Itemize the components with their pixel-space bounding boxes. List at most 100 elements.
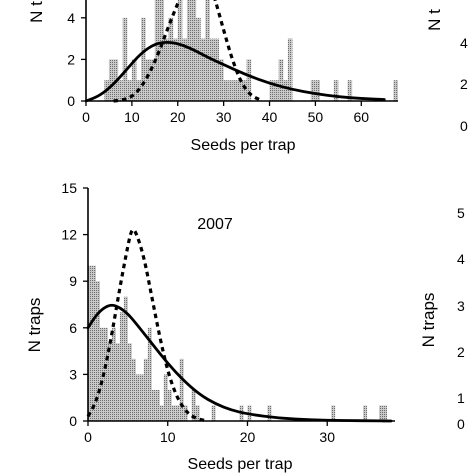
panel-bottom-left: 0 10 20 30 0 3 6 9 12 15 2007 N traps Seeds per t… — [25, 180, 395, 473]
p2-ticks: 0 10 20 30 0 3 6 9 12 15 — [61, 180, 335, 445]
histogram-bar — [163, 374, 168, 421]
histogram-bar — [196, 17, 201, 101]
histogram-bar — [200, 38, 206, 101]
histogram-bar — [393, 80, 398, 101]
panel-top-left: 0 10 20 30 40 50 60 0 2 4 N t Seeds per trap — [27, 0, 398, 154]
p1-ylabel: N t — [27, 1, 46, 23]
histogram-bar — [287, 38, 293, 101]
dashed-fit-curve — [86, 228, 209, 423]
p2-ylabel: N traps — [25, 298, 44, 353]
x-tick-label: 60 — [354, 109, 370, 125]
histogram-bar — [211, 405, 216, 421]
histogram-bar — [186, 0, 192, 101]
p4-ylabel: N traps — [419, 293, 438, 348]
histogram-bar — [159, 0, 164, 101]
p1-axes — [85, 0, 398, 102]
p3-ylabel: N t — [425, 9, 444, 31]
solid-fit-curve — [86, 303, 393, 423]
histogram-bar — [119, 312, 124, 421]
x-tick-label: 0 — [82, 109, 90, 125]
histogram-bar — [283, 80, 288, 101]
histogram-bar — [223, 80, 229, 101]
p1-xlabel: Seeds per trap — [191, 137, 296, 154]
x-tick-label: 40 — [262, 109, 278, 125]
histogram-bar — [135, 374, 140, 421]
p1-bars — [104, 0, 398, 102]
histogram-bar — [315, 80, 320, 101]
p4-ytick-2: 2 — [457, 344, 465, 360]
p2-title: 2007 — [197, 216, 233, 233]
x-tick-label: 10 — [124, 109, 140, 125]
histogram-bar — [91, 265, 96, 421]
p4-ytick-5: 5 — [457, 205, 465, 221]
histogram-bar — [331, 405, 336, 421]
y-tick-label: 3 — [69, 366, 77, 382]
y-tick-label: 9 — [69, 273, 77, 289]
histogram-bar — [145, 59, 151, 101]
p1-curves — [84, 0, 386, 103]
histogram-bar — [278, 59, 284, 101]
y-tick-label: 6 — [69, 320, 77, 336]
y-tick-label: 4 — [67, 10, 75, 26]
histogram-bar — [155, 389, 160, 421]
histogram-bar — [118, 80, 123, 101]
p3-ytick-2: 2 — [460, 76, 468, 92]
p4-ytick-3: 3 — [457, 298, 465, 314]
x-tick-label: 20 — [170, 109, 186, 125]
histogram-bar — [274, 80, 279, 101]
histogram-bar — [383, 405, 388, 421]
y-tick-label: 15 — [61, 180, 77, 196]
histogram-bar — [182, 38, 187, 101]
panel-bottom-right-partial: N traps 5 4 3 2 1 0 — [419, 205, 465, 432]
histogram-bar — [141, 17, 146, 101]
histogram-bar — [267, 405, 272, 421]
histogram-bar — [111, 327, 116, 421]
histogram-bar — [214, 38, 220, 101]
histogram-bar — [164, 38, 169, 101]
p2-bars — [88, 265, 388, 421]
histogram-bar — [108, 59, 114, 101]
histogram-bar — [115, 343, 120, 421]
histogram-bar — [179, 358, 184, 421]
histogram-bar — [237, 80, 242, 101]
histogram-bar — [379, 405, 384, 421]
y-tick-label: 0 — [69, 413, 77, 429]
histogram-bar — [310, 80, 316, 101]
panel-top-right-partial: N t 4 2 0 — [425, 9, 468, 134]
histogram-bar — [246, 59, 252, 101]
histogram-bar — [171, 405, 176, 421]
histogram-bar — [175, 405, 180, 421]
histogram-bar — [127, 343, 132, 421]
histogram-bar — [122, 17, 128, 101]
solid-fit-curve — [84, 40, 386, 103]
histogram-bar — [150, 59, 155, 101]
p4-ytick-0: 0 — [457, 416, 465, 432]
histogram-bar — [183, 405, 188, 421]
histogram-bar — [103, 327, 108, 421]
histogram-bar — [107, 343, 112, 421]
histogram-bar — [123, 296, 128, 421]
y-tick-label: 2 — [67, 51, 75, 67]
histogram-bar — [154, 0, 160, 102]
p3-ytick-0: 0 — [460, 118, 468, 134]
histogram-bar — [209, 38, 215, 101]
histogram-bar — [232, 80, 238, 101]
x-tick-label: 30 — [319, 429, 335, 445]
histogram-bar — [127, 80, 132, 101]
histogram-bar — [95, 281, 100, 421]
histogram-bar — [147, 327, 152, 421]
histogram-bar — [242, 80, 247, 101]
p3-ytick-4: 4 — [460, 35, 468, 51]
y-tick-label: 12 — [61, 227, 77, 243]
histogram-bar — [88, 265, 92, 421]
histogram-bar — [173, 38, 178, 101]
histogram-bar — [228, 80, 233, 101]
x-tick-label: 50 — [308, 109, 324, 125]
histogram-bar — [177, 0, 183, 102]
histogram-bar — [131, 358, 136, 421]
p4-ytick-1: 1 — [457, 390, 465, 406]
histogram-bar — [191, 389, 196, 421]
y-tick-label: 0 — [67, 93, 75, 109]
histogram-bar — [151, 389, 156, 421]
